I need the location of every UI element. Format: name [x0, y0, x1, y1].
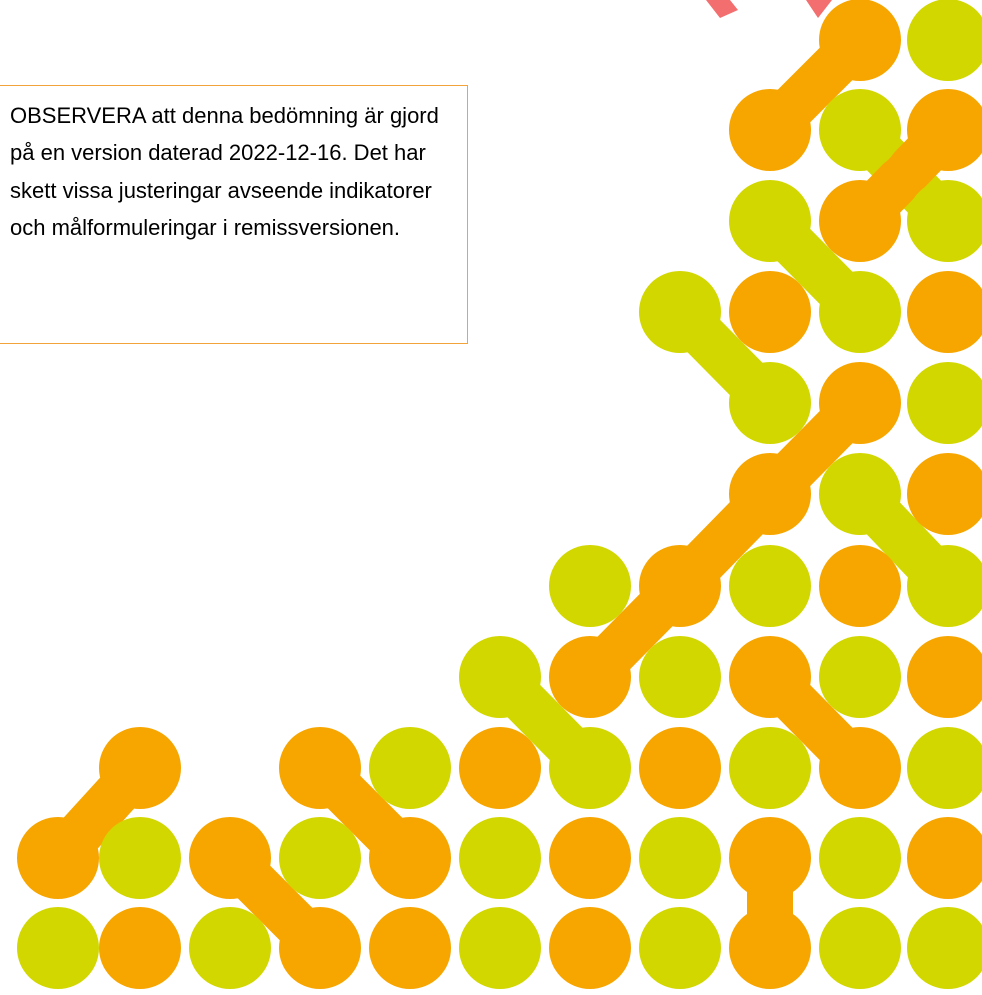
pattern-dot	[99, 727, 181, 809]
pattern-dot	[907, 271, 982, 353]
pattern-dot	[907, 817, 982, 899]
pattern-dot	[639, 545, 721, 627]
pattern-dot	[459, 636, 541, 718]
pattern-dot	[729, 817, 811, 899]
pattern-dot	[549, 817, 631, 899]
pattern-dot	[99, 817, 181, 899]
pattern-dot	[729, 636, 811, 718]
pattern-dot	[459, 907, 541, 989]
pattern-dot	[639, 636, 721, 718]
top-red-mark	[706, 0, 832, 18]
pattern-dot	[99, 907, 181, 989]
pattern-dot	[369, 817, 451, 899]
pattern-dot	[189, 907, 271, 989]
pattern-dot	[369, 727, 451, 809]
pattern-dot	[639, 817, 721, 899]
notice-text: OBSERVERA att denna bedömning är gjord p…	[10, 103, 439, 241]
pattern-dot	[907, 362, 982, 444]
pattern-dot	[279, 817, 361, 899]
pattern-dot	[729, 727, 811, 809]
pattern-dot	[819, 271, 901, 353]
pattern-dot	[729, 180, 811, 262]
pattern-dot	[369, 907, 451, 989]
pattern-dot	[907, 180, 982, 262]
pattern-dot	[729, 362, 811, 444]
pattern-dot	[907, 545, 982, 627]
pattern-dot	[729, 89, 811, 171]
pattern-dot	[907, 727, 982, 809]
pattern-dot	[17, 907, 99, 989]
pattern-dot	[907, 453, 982, 535]
pattern-dot	[819, 0, 901, 81]
pattern-dot	[819, 636, 901, 718]
pattern-dot	[459, 727, 541, 809]
pattern-dot	[819, 907, 901, 989]
pattern-dot	[907, 89, 982, 171]
pattern-dot	[907, 0, 982, 81]
pattern-dot	[279, 727, 361, 809]
pattern-dot	[639, 271, 721, 353]
notice-box: OBSERVERA att denna bedömning är gjord p…	[0, 85, 468, 344]
pattern-dot	[819, 545, 901, 627]
pattern-dot	[549, 727, 631, 809]
pattern-dot	[549, 907, 631, 989]
pattern-dot	[459, 817, 541, 899]
pattern-dot	[639, 907, 721, 989]
pattern-dot	[819, 89, 901, 171]
pattern-dot	[819, 180, 901, 262]
pattern-dot	[819, 453, 901, 535]
pattern-dot	[729, 545, 811, 627]
pattern-dot	[639, 727, 721, 809]
pattern-dot	[279, 907, 361, 989]
pattern-dot	[729, 271, 811, 353]
pattern-dot	[907, 636, 982, 718]
pattern-dot	[17, 817, 99, 899]
pattern-dot	[549, 636, 631, 718]
pattern-dot	[819, 362, 901, 444]
pattern-dot	[819, 727, 901, 809]
pattern-dot	[189, 817, 271, 899]
pattern-dot	[819, 817, 901, 899]
pattern-dot	[729, 907, 811, 989]
pattern-dot	[907, 907, 982, 989]
pattern-dot	[549, 545, 631, 627]
pattern-dot	[729, 453, 811, 535]
